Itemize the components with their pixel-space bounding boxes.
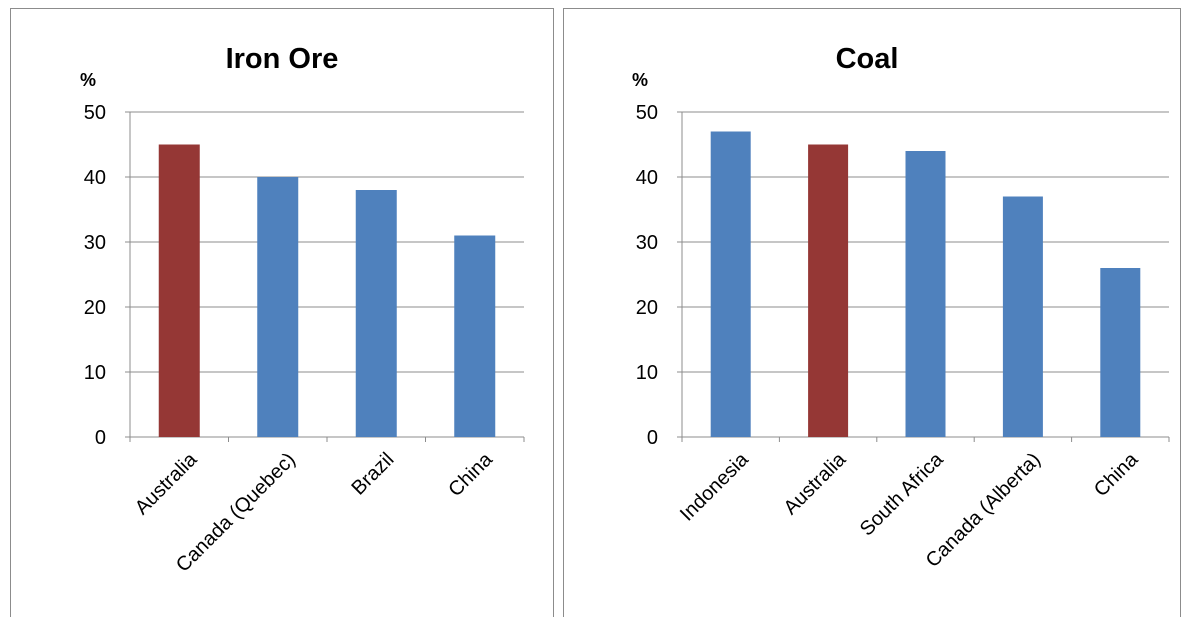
y-tick-label-iron-ore-40: 40 (84, 167, 106, 189)
y-tick-label-iron-ore-30: 30 (84, 232, 106, 254)
x-tick-label-iron-ore-china: China (444, 448, 497, 501)
chart-panel-coal (563, 8, 1181, 617)
x-tick-label-iron-ore-australia: Australia (131, 448, 202, 519)
bar-iron-ore-canada-quebec (257, 177, 299, 437)
y-tick-label-coal-40: 40 (636, 167, 658, 189)
bar-iron-ore-china (454, 235, 496, 437)
y-tick-label-iron-ore-10: 10 (84, 362, 106, 384)
chart-title-coal: Coal (836, 43, 899, 75)
y-axis-label-coal: % (632, 70, 648, 90)
y-tick-label-coal-10: 10 (636, 362, 658, 384)
y-tick-label-coal-0: 0 (647, 427, 658, 449)
x-tick-label-coal-china: China (1090, 448, 1143, 501)
y-tick-label-iron-ore-20: 20 (84, 297, 106, 319)
bar-iron-ore-australia (158, 144, 200, 437)
y-tick-label-iron-ore-0: 0 (95, 427, 106, 449)
bar-iron-ore-brazil (355, 190, 397, 437)
y-tick-label-iron-ore-50: 50 (84, 102, 106, 124)
chart-title-iron-ore: Iron Ore (226, 43, 339, 75)
y-tick-label-coal-50: 50 (636, 102, 658, 124)
bar-coal-china (1100, 268, 1141, 437)
chart-panel-iron-ore (10, 8, 554, 617)
x-tick-label-iron-ore-brazil: Brazil (347, 449, 398, 500)
y-axis-label-iron-ore: % (80, 70, 96, 90)
bar-coal-canada-alberta (1002, 196, 1043, 437)
y-tick-label-coal-20: 20 (636, 297, 658, 319)
bar-coal-indonesia (710, 131, 751, 437)
bar-coal-australia (808, 144, 849, 437)
y-tick-label-coal-30: 30 (636, 232, 658, 254)
bar-coal-south-africa (905, 151, 946, 437)
x-tick-label-coal-south-africa: South Africa (856, 448, 948, 540)
x-tick-label-coal-australia: Australia (780, 448, 851, 519)
x-tick-label-coal-indonesia: Indonesia (676, 448, 754, 526)
